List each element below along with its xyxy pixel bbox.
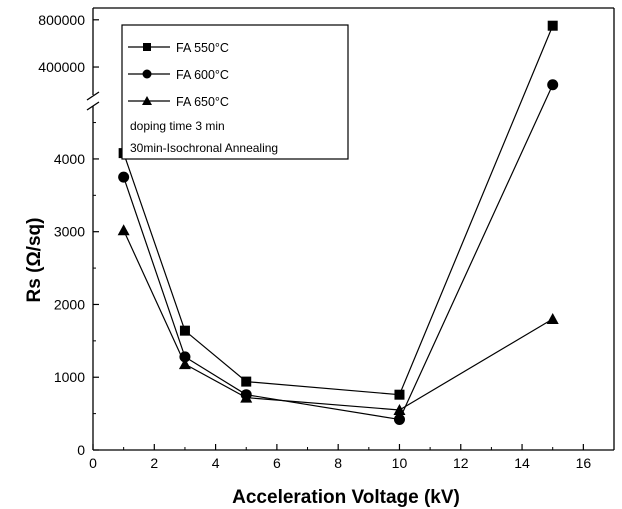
- series-2-point-triangle: [393, 403, 406, 415]
- annotation-annealing: 30min-Isochronal Annealing: [130, 141, 278, 155]
- plot-frame: [86, 7, 615, 451]
- series-0-point-square: [394, 389, 405, 400]
- axis-break-mark-upper: [86, 91, 100, 101]
- x-tick-label: 4: [212, 455, 220, 471]
- series-0-segment: [246, 381, 400, 396]
- y-tick-label: 3000: [54, 224, 85, 240]
- y-tick-label: 4000: [54, 151, 85, 167]
- x-tick-label: 12: [453, 455, 469, 471]
- series-lines: [123, 25, 554, 421]
- legend-marker-square: [143, 43, 151, 51]
- series-0-point-square: [547, 20, 558, 31]
- series-1-segment: [184, 356, 247, 396]
- legend-box: [121, 24, 349, 160]
- series-0-point-square: [179, 325, 190, 336]
- y-axis: 0 1000 2000 3000 4000 400000 800000: [38, 12, 99, 458]
- x-tick-label: 14: [514, 455, 530, 471]
- legend: FA 550°C FA 600°C FA 650°C doping time 3…: [121, 24, 349, 160]
- legend-marker-circle: [142, 69, 152, 79]
- x-tick-label: 8: [334, 455, 342, 471]
- series-0-segment: [123, 152, 186, 331]
- series-1-segment: [246, 394, 400, 421]
- series-1-segment: [123, 176, 186, 358]
- x-tick-label: 16: [576, 455, 592, 471]
- x-axis-title: Acceleration Voltage (kV): [232, 487, 460, 508]
- series-2-segment: [184, 363, 247, 399]
- x-tick-label: 2: [150, 455, 158, 471]
- y-axis-title: Rs (Ω/sq): [24, 218, 45, 303]
- axis-break-mark-lower: [86, 101, 100, 111]
- series-1-point-circle: [393, 413, 405, 425]
- y-tick-label: 1000: [54, 369, 85, 385]
- series-2-segment: [246, 397, 400, 411]
- annotation-doping-time: doping time 3 min: [130, 119, 225, 133]
- series-2-point-triangle: [178, 358, 191, 370]
- x-tick-label: 10: [392, 455, 408, 471]
- series-2-point-triangle: [117, 224, 130, 236]
- y-tick-label: 2000: [54, 296, 85, 312]
- series-2-segment: [123, 229, 186, 365]
- x-tick-label: 6: [273, 455, 281, 471]
- series-1-point-circle: [547, 79, 559, 91]
- series-0-segment: [184, 330, 247, 383]
- series-0-point-square: [241, 376, 252, 387]
- legend-label-0: FA 550°C: [176, 41, 229, 55]
- legend-entry-0: FA 550°C: [128, 41, 229, 55]
- x-axis: 0 2 4 6 8 10 12 14 16: [89, 444, 591, 471]
- legend-label-2: FA 650°C: [176, 95, 229, 109]
- y-upper-tick-label: 400000: [38, 59, 85, 75]
- series-2-segment: [399, 318, 554, 411]
- legend-label-1: FA 600°C: [176, 68, 229, 82]
- series-2-point-triangle: [240, 391, 253, 403]
- series-1-segment: [398, 84, 554, 420]
- series-2-point-triangle: [546, 313, 559, 325]
- series-1-point-circle: [179, 351, 191, 363]
- legend-marker-triangle: [142, 96, 152, 105]
- series-0-segment: [398, 25, 554, 395]
- legend-entry-1: FA 600°C: [128, 68, 229, 82]
- series-1-point-circle: [118, 171, 130, 183]
- legend-entry-2: FA 650°C: [128, 95, 229, 109]
- y-upper-tick-label: 800000: [38, 12, 85, 28]
- y-tick-label: 0: [77, 442, 85, 458]
- x-tick-label: 0: [89, 455, 97, 471]
